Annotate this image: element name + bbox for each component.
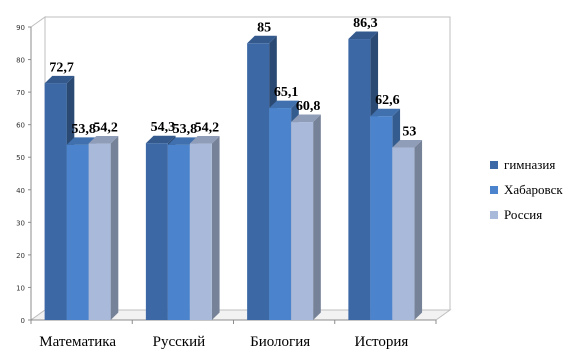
y-tick-label: 0 xyxy=(21,317,25,325)
data-label: 60,8 xyxy=(296,99,321,114)
data-label: 53,8 xyxy=(173,122,198,137)
category-label: Биология xyxy=(250,334,310,350)
bar xyxy=(189,143,212,320)
y-tick-label: 50 xyxy=(16,154,25,162)
legend-swatch-rossiya xyxy=(490,210,498,219)
legend-item-khabarovsk: Хабаровск xyxy=(490,177,563,202)
bar-top xyxy=(348,31,379,40)
y-tick-label: 30 xyxy=(16,219,25,227)
bar-side xyxy=(211,136,220,320)
data-label: 62,6 xyxy=(375,93,400,108)
side-wall xyxy=(30,16,46,321)
data-label: 85 xyxy=(257,20,271,35)
bar-top xyxy=(44,75,75,84)
data-label: 54,2 xyxy=(195,121,220,136)
bar xyxy=(291,122,314,320)
data-label: 65,1 xyxy=(274,85,299,100)
bar-top xyxy=(145,135,176,144)
y-tick-label: 80 xyxy=(16,57,25,65)
category-label: Математика xyxy=(39,334,116,350)
bar xyxy=(44,83,67,321)
bar-top xyxy=(269,100,299,109)
bar xyxy=(88,143,111,320)
legend-swatch-khabarovsk xyxy=(490,185,498,194)
bar-top xyxy=(66,137,97,145)
bar xyxy=(370,116,393,320)
bar-top xyxy=(88,136,119,144)
category-label: Русский xyxy=(153,334,206,350)
bar-top xyxy=(167,137,198,145)
data-label: 53,8 xyxy=(71,122,96,137)
legend-item-gimnaziya: гимназия xyxy=(490,152,563,177)
bar xyxy=(167,144,190,320)
bar-side xyxy=(414,139,423,320)
data-label: 54,3 xyxy=(151,120,176,135)
bar-top xyxy=(189,136,220,144)
legend-label-khabarovsk: Хабаровск xyxy=(504,181,563,197)
category-label: История xyxy=(354,334,408,350)
legend-label-rossiya: Россия xyxy=(504,206,543,222)
y-tick-label: 10 xyxy=(16,284,25,292)
y-tick-label: 90 xyxy=(16,24,25,32)
y-tick-label: 20 xyxy=(16,252,25,260)
legend-item-rossiya: Россия xyxy=(490,202,563,227)
bar xyxy=(247,43,270,321)
legend: гимназия Хабаровск Россия xyxy=(490,152,563,227)
bar xyxy=(66,144,89,320)
bar-top xyxy=(392,139,423,148)
bar-side xyxy=(110,136,119,320)
bar xyxy=(269,108,292,321)
bar xyxy=(392,147,415,320)
bar-side xyxy=(313,114,321,320)
y-tick-label: 70 xyxy=(16,89,25,97)
y-tick-label: 40 xyxy=(16,187,25,195)
bar-top xyxy=(370,108,401,117)
legend-swatch-gimnaziya xyxy=(490,160,498,169)
y-tick-label: 60 xyxy=(16,122,25,130)
data-label: 72,7 xyxy=(49,60,74,75)
bar xyxy=(145,143,168,320)
bar xyxy=(348,39,371,320)
data-label: 53 xyxy=(402,124,416,139)
data-label: 54,2 xyxy=(93,121,118,136)
data-label: 86,3 xyxy=(353,16,378,31)
bar-top xyxy=(291,114,321,123)
legend-label-gimnaziya: гимназия xyxy=(504,156,556,172)
bar-top xyxy=(247,35,277,44)
